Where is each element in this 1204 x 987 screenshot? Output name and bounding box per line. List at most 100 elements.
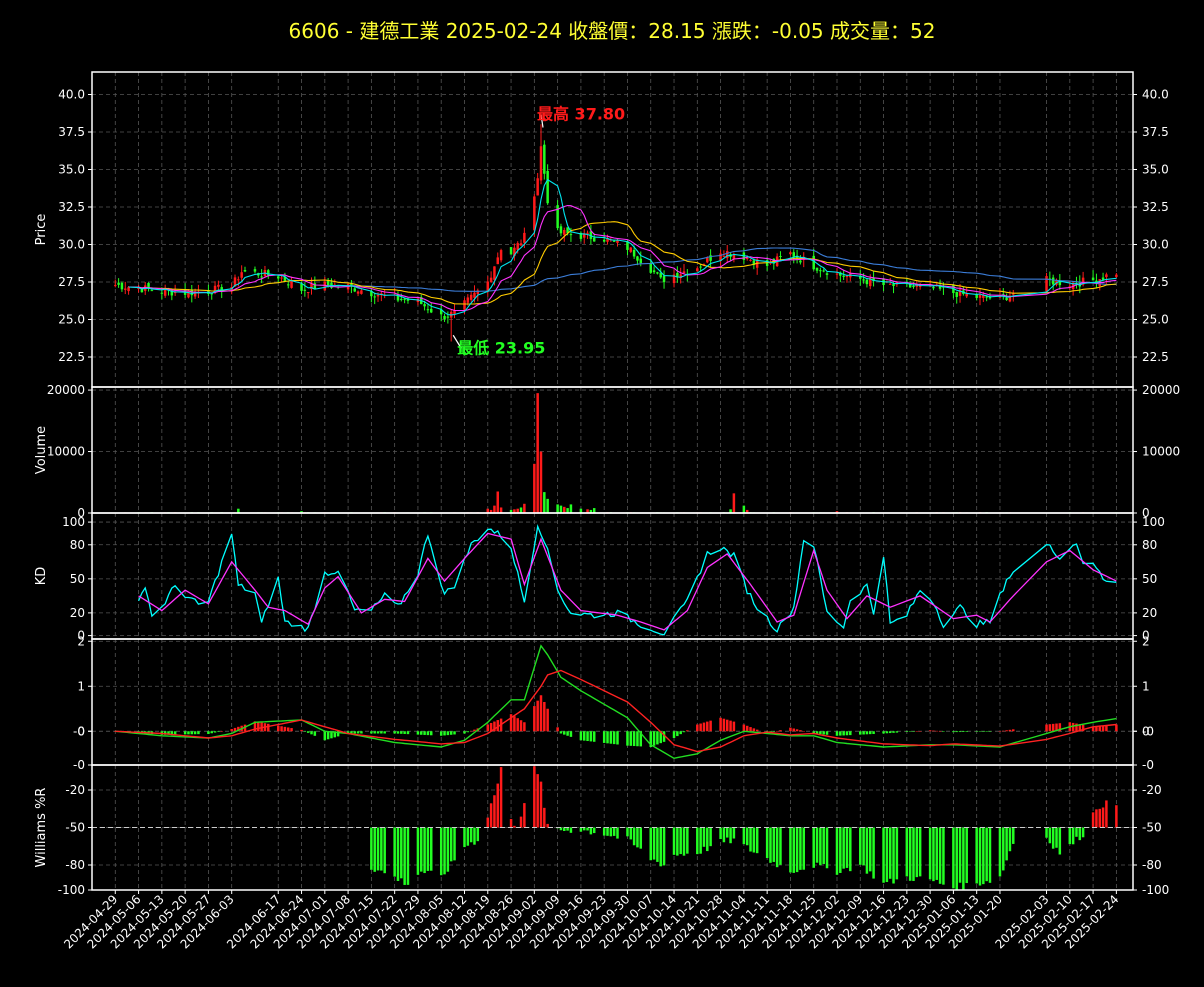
panel-4: -0 -00 01 12 2 bbox=[73, 634, 1154, 765]
candle-body bbox=[486, 281, 490, 292]
macd-histogram-bar bbox=[938, 731, 942, 732]
candle-body bbox=[400, 298, 403, 300]
ma60-line bbox=[324, 247, 1117, 292]
williams-bar bbox=[463, 827, 466, 848]
volume-bar bbox=[579, 508, 583, 513]
williams-bar bbox=[849, 827, 852, 872]
macd-histogram-bar bbox=[486, 724, 490, 732]
y-tick-label-left: 1 bbox=[77, 679, 85, 693]
macd-histogram-bar bbox=[380, 731, 383, 734]
macd-histogram-bar bbox=[626, 731, 629, 746]
williams-bar bbox=[509, 818, 513, 828]
candle-body bbox=[656, 272, 659, 274]
y-tick-label-right: 27.5 bbox=[1142, 275, 1169, 289]
macd-histogram-bar bbox=[869, 731, 872, 735]
candle-body bbox=[173, 291, 177, 294]
volume-bar bbox=[729, 509, 732, 513]
williams-bar bbox=[835, 827, 839, 875]
williams-bar bbox=[393, 827, 396, 877]
macd-histogram-bar bbox=[639, 731, 643, 747]
macd-histogram-bar bbox=[978, 731, 982, 732]
candle-body bbox=[709, 255, 712, 261]
macd-histogram-bar bbox=[523, 722, 526, 732]
williams-bar bbox=[586, 827, 589, 831]
macd-histogram-bar bbox=[543, 702, 546, 732]
williams-bar bbox=[536, 774, 539, 828]
candle-body bbox=[799, 260, 802, 263]
macd-histogram-bar bbox=[233, 727, 237, 732]
candle-body bbox=[749, 259, 752, 261]
williams-bar bbox=[423, 827, 426, 874]
y-tick-label-left: 10000 bbox=[47, 445, 85, 459]
williams-bar bbox=[769, 827, 772, 863]
macd-histogram-bar bbox=[237, 726, 240, 732]
candle-body bbox=[612, 240, 616, 242]
candle-body bbox=[672, 274, 676, 284]
macd-histogram-bar bbox=[1115, 724, 1118, 732]
williams-bar bbox=[795, 827, 799, 873]
y-tick-label-left: -20 bbox=[65, 783, 85, 797]
macd-histogram-bar bbox=[446, 731, 450, 736]
candle-body bbox=[662, 275, 666, 283]
y-tick-label-right: 20 bbox=[1142, 606, 1157, 620]
macd-histogram-bar bbox=[616, 731, 619, 745]
williams-bar bbox=[679, 827, 682, 855]
y-tick-label-right: -80 bbox=[1142, 858, 1162, 872]
williams-bar bbox=[496, 783, 500, 828]
volume-bar bbox=[586, 509, 589, 513]
williams-bar bbox=[1071, 827, 1075, 845]
y-tick-label-left: 35.0 bbox=[58, 163, 85, 177]
williams-bar bbox=[1075, 827, 1078, 837]
y-tick-label-right: 50 bbox=[1142, 572, 1157, 586]
y-tick-label-left: 50 bbox=[70, 572, 85, 586]
y-tick-label-left: 25.0 bbox=[58, 313, 85, 327]
candle-body bbox=[579, 232, 583, 239]
williams-bar bbox=[686, 827, 689, 854]
candle-body bbox=[592, 237, 596, 242]
williams-bar bbox=[955, 827, 958, 891]
macd-histogram-bar bbox=[330, 731, 333, 739]
macd-histogram-bar bbox=[882, 731, 885, 734]
macd-histogram-bar bbox=[403, 731, 406, 734]
y-tick-label-left: -100 bbox=[58, 883, 85, 897]
candle-body bbox=[170, 290, 174, 296]
macd-histogram-bar bbox=[1105, 725, 1108, 732]
williams-bar bbox=[1105, 800, 1108, 828]
macd-histogram-bar bbox=[210, 731, 213, 734]
macd-histogram-bar bbox=[426, 731, 430, 736]
macd-histogram-bar bbox=[429, 731, 433, 736]
macd-histogram-bar bbox=[722, 718, 726, 732]
macd-histogram-bar bbox=[406, 731, 410, 735]
y-tick-label-left: -50 bbox=[65, 821, 85, 835]
panel-frame bbox=[91, 764, 1134, 891]
y-tick-label-right: 0 bbox=[1142, 724, 1150, 738]
macd-histogram-bar bbox=[912, 731, 915, 732]
macd-histogram-bar bbox=[1095, 726, 1098, 732]
macd-histogram-bar bbox=[792, 728, 796, 732]
candle-body bbox=[326, 280, 330, 286]
candle-body bbox=[286, 284, 290, 286]
candle-body bbox=[1012, 293, 1015, 295]
candle-body bbox=[892, 284, 895, 287]
williams-bar bbox=[802, 827, 805, 870]
williams-bar bbox=[662, 827, 666, 866]
williams-bar bbox=[606, 827, 609, 836]
candle-body bbox=[1115, 274, 1118, 277]
candle-body bbox=[696, 268, 699, 272]
macd-histogram-bar bbox=[998, 731, 1002, 732]
macd-histogram-bar bbox=[353, 731, 356, 734]
williams-bar bbox=[702, 827, 706, 847]
williams-bar bbox=[1012, 827, 1015, 844]
volume-bar bbox=[539, 451, 543, 513]
candle-body bbox=[120, 282, 124, 290]
candle-body bbox=[193, 291, 197, 297]
macd-histogram-bar bbox=[1101, 725, 1105, 732]
williams-bar bbox=[682, 827, 686, 856]
macd-histogram-bar bbox=[360, 731, 363, 734]
y-tick-label-right: 0 bbox=[1142, 506, 1150, 520]
candle-body bbox=[493, 266, 496, 280]
macd-histogram-bar bbox=[536, 700, 539, 732]
williams-bar bbox=[443, 827, 446, 875]
macd-histogram-bar bbox=[589, 731, 593, 742]
candle-body bbox=[1058, 280, 1062, 286]
